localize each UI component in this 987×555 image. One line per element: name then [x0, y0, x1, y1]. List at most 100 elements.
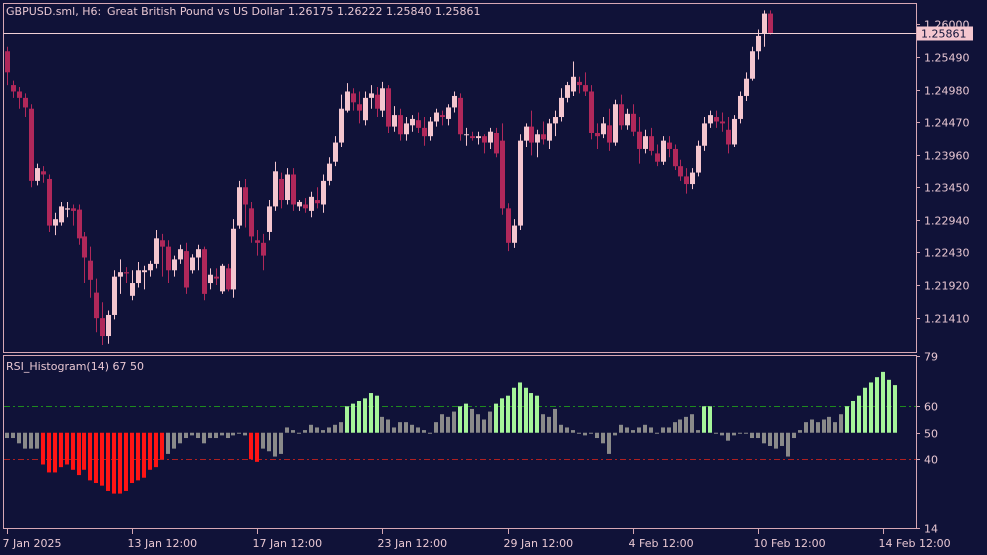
candle-body	[124, 272, 129, 274]
candle-body	[482, 136, 487, 143]
histogram-bar	[130, 432, 134, 484]
price-tick-label: 1.24980	[924, 85, 970, 98]
histogram-bar	[226, 432, 230, 439]
histogram-bar	[595, 432, 599, 439]
candle-body	[315, 200, 320, 204]
price-pane[interactable]: 1.21410 1.21920 1.22430 1.22940 1.23450 1.239…	[3, 3, 974, 353]
histogram-bar	[506, 395, 510, 433]
candle-body	[768, 13, 773, 34]
candle-body	[750, 51, 755, 79]
candle-body	[541, 134, 546, 140]
time-tick-label: 29 Jan 12:00	[504, 537, 574, 550]
indicator-pane[interactable]: 14 40 50 60 79 RSI_Histogram(14) 67 50	[3, 351, 939, 536]
candle-body	[607, 125, 612, 143]
histogram-bar	[369, 393, 373, 433]
histogram-bar	[762, 432, 766, 444]
histogram-bar	[494, 403, 498, 433]
histogram-bar	[452, 411, 456, 433]
candle-body	[255, 240, 260, 243]
candle-body	[535, 134, 540, 143]
candle-body	[386, 88, 391, 127]
histogram-bar	[708, 406, 712, 433]
candle-body	[357, 104, 362, 111]
candle-body	[303, 204, 308, 209]
candle-body	[220, 265, 225, 292]
histogram-bar	[82, 432, 86, 470]
histogram-bar	[661, 427, 665, 433]
histogram-bar	[625, 427, 629, 433]
histogram-bar	[869, 382, 873, 433]
candle-body	[106, 314, 111, 337]
candle-body	[130, 283, 135, 296]
candle-body	[690, 172, 695, 185]
histogram-bar	[220, 432, 224, 436]
histogram-bar	[863, 387, 867, 433]
candle-body	[88, 260, 93, 280]
histogram-bar	[756, 432, 760, 439]
histogram-bar	[482, 419, 486, 433]
candle-body	[142, 270, 147, 273]
histogram-bar	[577, 432, 581, 434]
histogram-bar	[810, 419, 814, 433]
price-tick-label: 1.22430	[924, 247, 970, 260]
candle-body	[166, 246, 171, 271]
candle-body	[375, 94, 380, 109]
histogram-bar	[166, 432, 170, 454]
histogram-bar	[309, 424, 313, 433]
histogram-bar	[178, 432, 182, 444]
candle-body	[762, 13, 767, 35]
histogram-bar	[529, 393, 533, 433]
candle-body	[160, 240, 165, 247]
candle-body	[53, 219, 58, 226]
candle-body	[512, 225, 517, 243]
histogram-bar	[833, 422, 837, 433]
price-tick-label: 1.24470	[924, 117, 970, 130]
candle-body	[702, 123, 707, 146]
histogram-bar	[333, 424, 337, 433]
time-tick-label: 10 Feb 12:00	[754, 537, 826, 550]
candle-body	[529, 126, 534, 143]
candle-body	[5, 51, 10, 73]
histogram-bar	[464, 403, 468, 433]
histogram-bar	[726, 432, 730, 441]
histogram-bar	[673, 422, 677, 433]
histogram-bar	[768, 432, 772, 446]
histogram-bar	[47, 432, 51, 473]
histogram-bar	[375, 395, 379, 433]
histogram-bar	[398, 422, 402, 433]
candle-body	[202, 249, 207, 294]
candle-body	[440, 115, 445, 118]
histogram-bar	[541, 414, 545, 433]
price-tick-label: 1.23960	[924, 150, 970, 163]
candle-body	[452, 95, 457, 108]
candle-body	[696, 145, 701, 173]
candle-body	[446, 107, 451, 119]
price-tick-label: 1.25490	[924, 52, 970, 65]
histogram-bar	[857, 395, 861, 433]
candle-body	[309, 196, 314, 211]
histogram-bar	[23, 432, 27, 449]
price-pane-frame	[3, 3, 917, 353]
candle-body	[553, 117, 558, 124]
histogram-bar	[214, 432, 218, 439]
candle-body	[184, 251, 189, 288]
candle-body	[559, 97, 564, 118]
histogram-bar	[839, 414, 843, 433]
candle-body	[416, 120, 421, 128]
histogram-bar	[106, 432, 110, 491]
candle-body	[613, 104, 618, 143]
histogram-bar	[142, 432, 146, 478]
histogram-bar	[792, 432, 796, 439]
histogram-bar	[315, 427, 319, 433]
time-tick-label: 13 Jan 12:00	[128, 537, 198, 550]
candle-body	[41, 171, 46, 175]
histogram-bar	[94, 432, 98, 484]
candle-body	[577, 81, 582, 86]
ohlc-readout: 1.26175 1.26222 1.25840 1.25861	[288, 5, 480, 18]
histogram-bar	[410, 424, 414, 433]
candle-body	[23, 97, 28, 108]
histogram-bar	[822, 419, 826, 433]
histogram-bar	[303, 430, 307, 433]
candle-body	[267, 206, 272, 232]
